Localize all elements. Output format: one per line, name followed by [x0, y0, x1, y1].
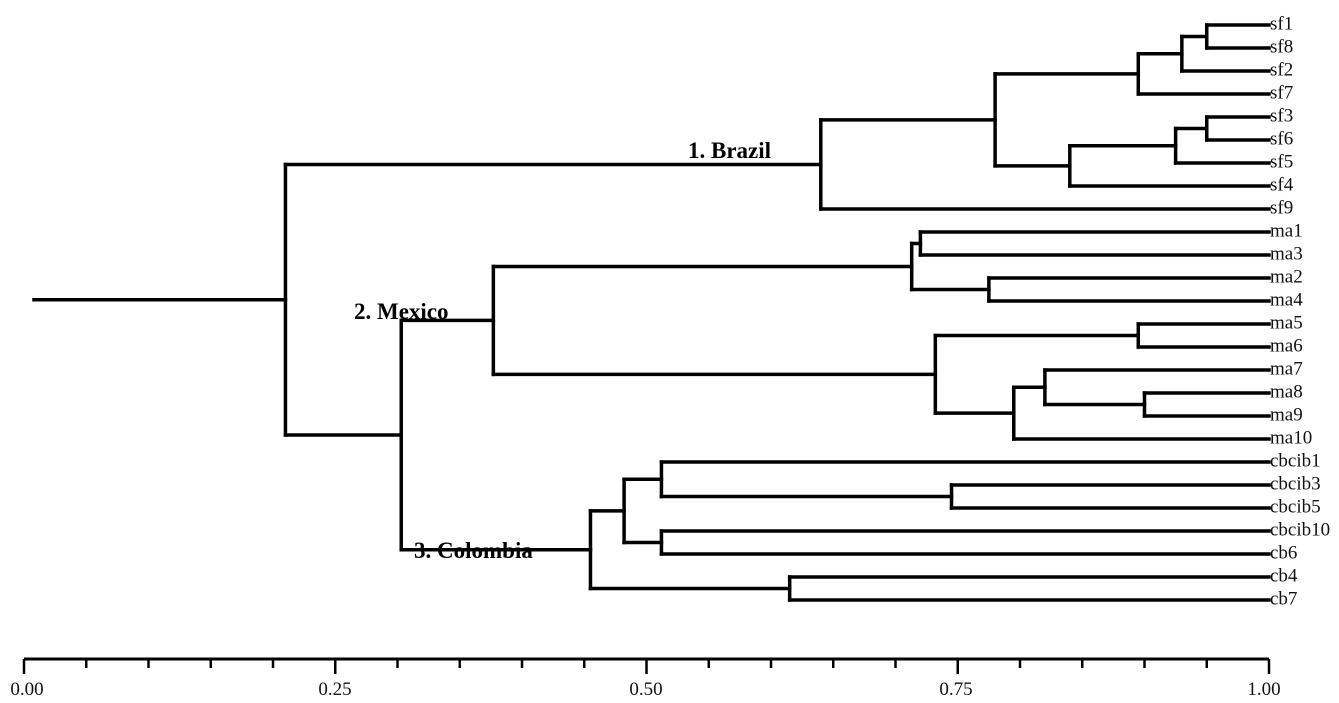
- leaf-label-cbcib5: cbcib5: [1270, 496, 1321, 517]
- leaf-label-sf3: sf3: [1270, 105, 1293, 126]
- distance-axis: 0.00 0.25 0.50 0.75 1.00: [10, 657, 1281, 700]
- leaf-label-ma2: ma2: [1270, 266, 1303, 287]
- leaf-label-sf9: sf9: [1270, 197, 1293, 218]
- leaf-label-ma10: ma10: [1270, 427, 1312, 448]
- leaf-label-sf8: sf8: [1270, 36, 1293, 57]
- cluster-label-brazil: 1. Brazil: [688, 138, 771, 163]
- leaf-label-ma7: ma7: [1270, 358, 1303, 379]
- leaf-label-cbcib10: cbcib10: [1270, 519, 1330, 540]
- cluster-label-colombia: 3. Colombia: [414, 538, 533, 563]
- tick-label-0: 0.00: [10, 679, 43, 700]
- leaf-label-sf5: sf5: [1270, 151, 1293, 172]
- leaf-labels: sf1sf8sf2sf7sf3sf6sf5sf4sf9ma1ma3ma2ma4m…: [1270, 13, 1330, 609]
- tick-label-1: 0.25: [318, 679, 351, 700]
- leaf-label-ma1: ma1: [1270, 220, 1303, 241]
- leaf-label-ma4: ma4: [1270, 289, 1303, 310]
- cluster-label-mexico: 2. Mexico: [354, 299, 449, 324]
- leaf-label-cb7: cb7: [1270, 588, 1297, 609]
- leaf-label-cbcib1: cbcib1: [1270, 450, 1321, 471]
- leaf-label-ma6: ma6: [1270, 335, 1303, 356]
- leaf-label-ma5: ma5: [1270, 312, 1303, 333]
- tick-label-3: 0.75: [939, 679, 972, 700]
- leaf-label-sf4: sf4: [1270, 174, 1294, 195]
- leaf-label-ma3: ma3: [1270, 243, 1303, 264]
- tick-label-2: 0.50: [629, 679, 662, 700]
- leaf-label-sf7: sf7: [1270, 82, 1293, 103]
- leaf-label-sf6: sf6: [1270, 128, 1293, 149]
- leaf-label-ma9: ma9: [1270, 404, 1303, 425]
- dendrogram-branches: [32, 23, 1271, 602]
- leaf-label-ma8: ma8: [1270, 381, 1303, 402]
- leaf-label-cb6: cb6: [1270, 542, 1297, 563]
- tick-label-4: 1.00: [1247, 679, 1280, 700]
- leaf-label-sf2: sf2: [1270, 59, 1293, 80]
- axis-ticks: [22, 659, 1271, 674]
- leaf-label-cb4: cb4: [1270, 565, 1298, 586]
- leaf-label-cbcib3: cbcib3: [1270, 473, 1321, 494]
- leaf-label-sf1: sf1: [1270, 13, 1293, 34]
